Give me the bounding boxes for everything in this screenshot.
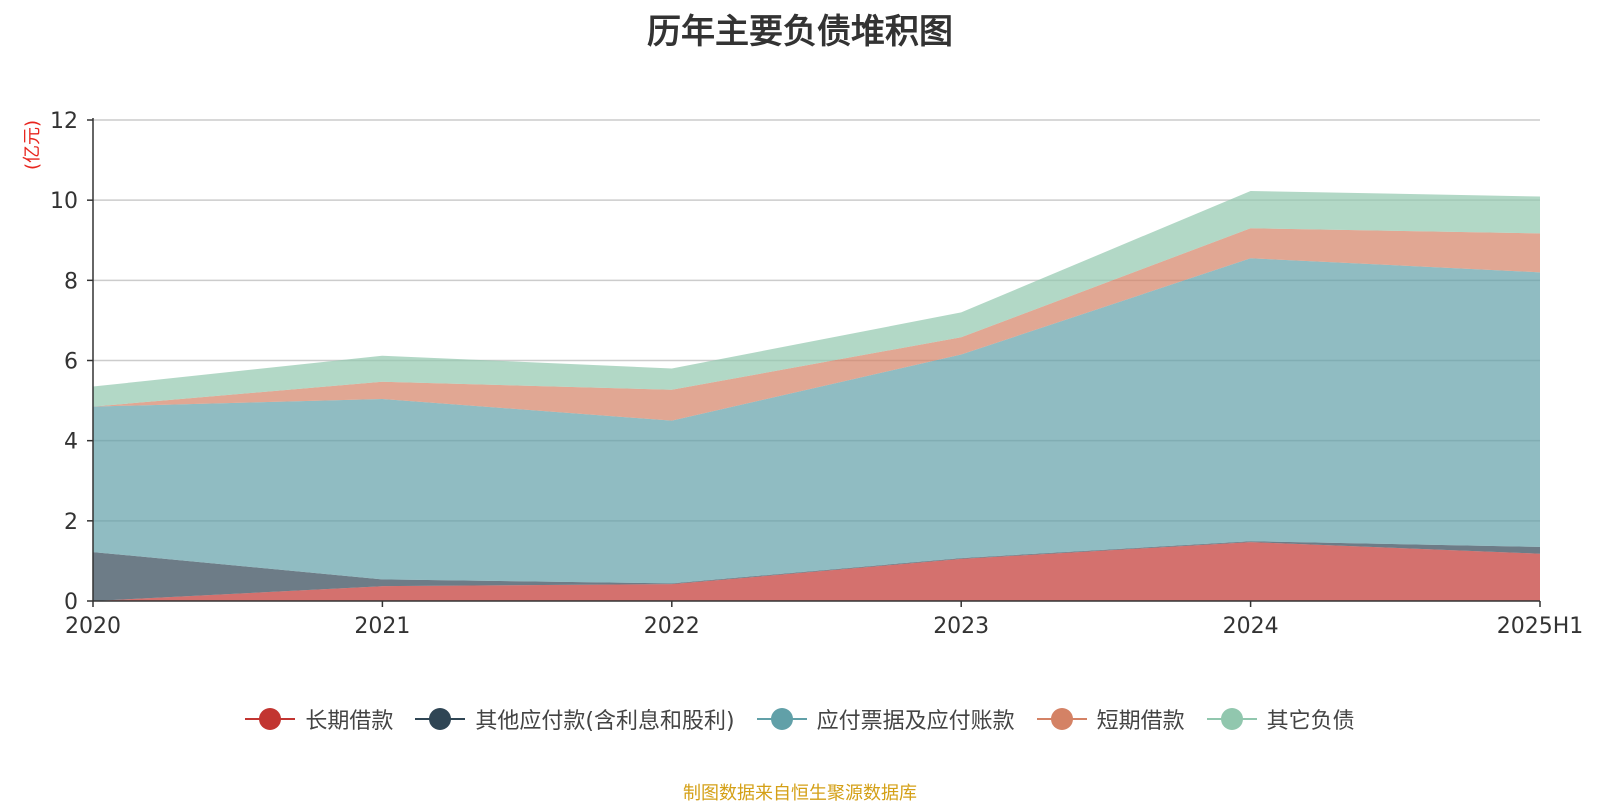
area-series-4 [93,190,1540,407]
area-series-0 [93,542,1540,601]
legend-label: 其它负债 [1266,709,1355,734]
y-tick-label: 8 [64,269,78,294]
legend-item[interactable]: 其它负债 [1206,703,1355,735]
area-series [93,190,1540,601]
legend-marker-icon [245,707,296,731]
legend-label: 其他应付款(含利息和股利) [475,709,735,734]
area-series-1 [93,541,1540,601]
legend-item[interactable]: 短期借款 [1036,703,1185,735]
legend-item[interactable]: 其他应付款(含利息和股利) [415,703,735,735]
x-tick-label: 2024 [1223,614,1279,639]
legend-label: 长期借款 [305,709,394,734]
y-axis-unit-label: (亿元) [22,120,43,170]
legend-marker-icon [756,707,807,731]
legend-label: 短期借款 [1096,709,1185,734]
x-tick-label: 2023 [933,614,989,639]
x-tick-label: 2021 [354,614,410,639]
legend-item[interactable]: 应付票据及应付账款 [756,703,1015,735]
x-tick-label: 2022 [644,614,700,639]
y-tick-label: 0 [64,590,78,615]
legend-marker-icon [415,707,466,731]
legend-item[interactable]: 长期借款 [245,703,393,735]
chart-legend: 长期借款 其他应付款(含利息和股利) 应付票据及应付账款 短期借款 其它负债 [0,703,1600,735]
y-tick-label: 10 [50,189,78,214]
x-tick-label: 2020 [65,614,121,639]
axes: 0 2 4 6 8 10 12 2020 2021 2022 2023 2024 2025H1 [50,109,1583,639]
area-series-2 [93,258,1540,584]
area-series-3 [93,228,1540,421]
y-tick-label: 4 [64,430,78,455]
legend-marker-icon [1206,707,1257,731]
y-tick-label: 2 [64,510,78,535]
source-note: 制图数据来自恒生聚源数据库 [683,783,917,804]
legend-marker-icon [1036,707,1087,731]
x-tick-label: 2025H1 [1497,614,1584,639]
legend-label: 应付票据及应付账款 [816,709,1015,734]
y-tick-label: 6 [64,350,78,375]
chart-title: 历年主要负债堆积图 [647,12,953,52]
y-tick-label: 12 [50,109,78,134]
